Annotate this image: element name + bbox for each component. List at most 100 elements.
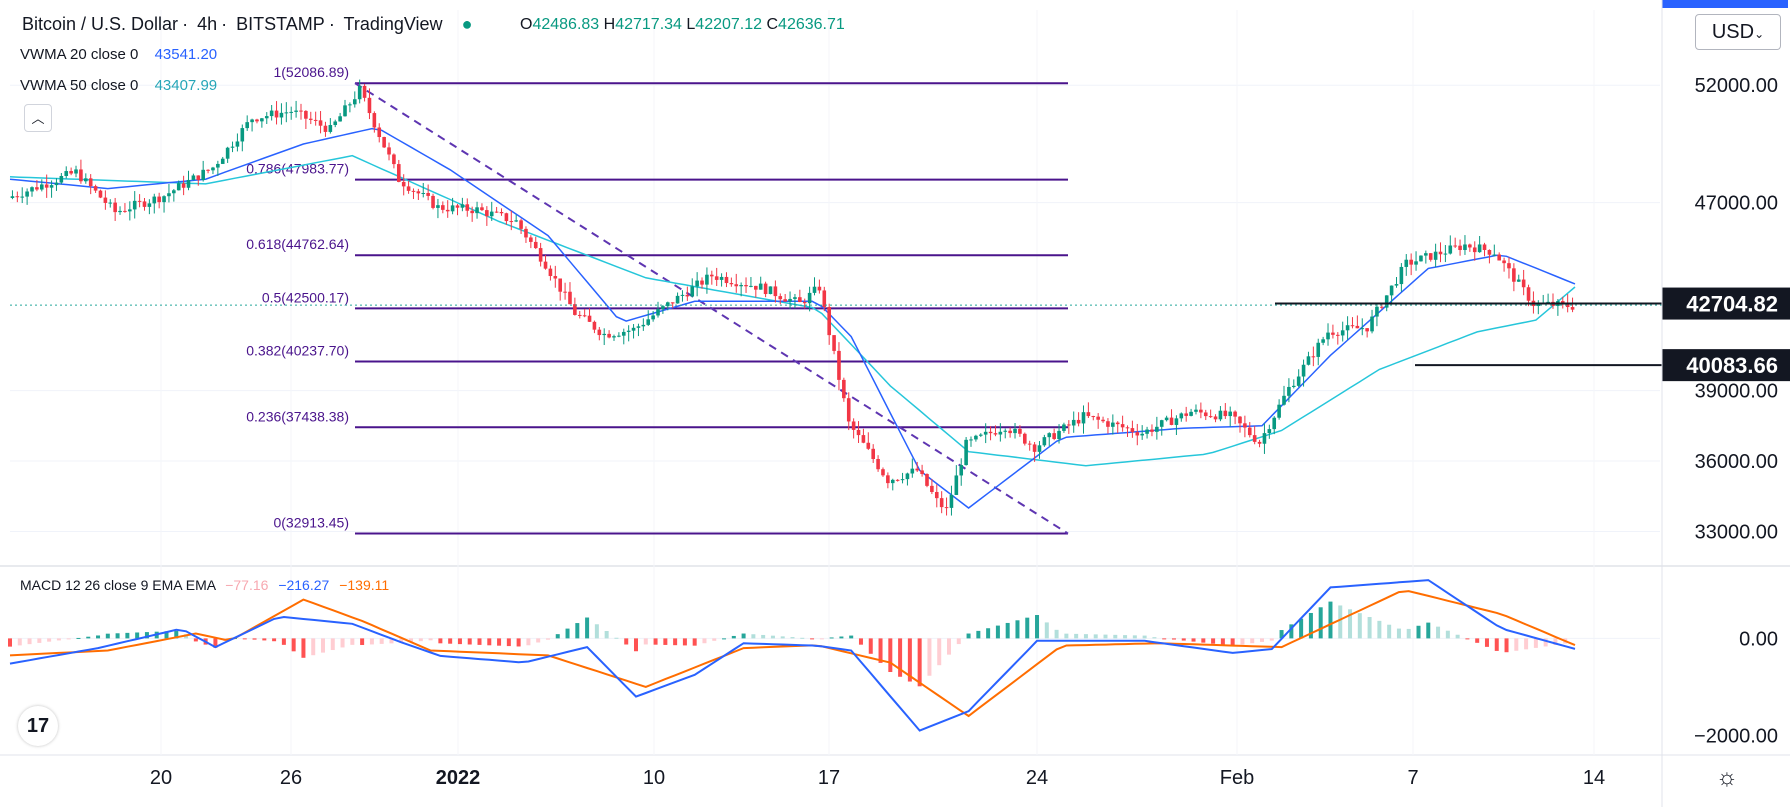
candle-body (754, 285, 758, 290)
platform: TradingView (343, 14, 443, 34)
candle-body (211, 167, 215, 171)
macd-histogram-bar (86, 636, 91, 639)
candle-body (1027, 443, 1032, 445)
time-axis[interactable]: 20 26 2022 10 17 24 Feb 7 14 (150, 767, 1605, 789)
vwma50-legend[interactable]: VWMA 50 close 0 43407.99 (20, 77, 217, 94)
candle-body (69, 171, 73, 174)
symbol-header: Bitcoin / U.S. Dollar · 4h · BITSTAMP · Tra… (22, 14, 473, 34)
vwma50-value: 43407.99 (154, 77, 218, 94)
macd-histogram-bar (252, 638, 257, 640)
candle-body (1120, 424, 1125, 428)
macd-histogram-bar (105, 633, 110, 639)
macd-histogram-bar (1211, 638, 1216, 644)
collapse-legend-button[interactable]: ︿ (24, 104, 52, 132)
candle-body (225, 147, 230, 159)
macd-pane[interactable] (8, 579, 1660, 732)
candle-body (890, 479, 895, 484)
candle-body (626, 330, 631, 332)
candle-body (255, 119, 259, 122)
macd-histogram-bar (76, 637, 81, 639)
candle-body (186, 179, 191, 188)
candle-body (504, 213, 509, 222)
fib-level-label: 0.786(47983.77) (246, 161, 349, 177)
candle-body (939, 498, 944, 508)
macd-tick-label: 0.00 (1739, 628, 1778, 650)
candle-body (832, 335, 836, 351)
candle-body (1194, 409, 1198, 412)
chevron-down-icon: ⌄ (1754, 27, 1765, 41)
candle-body (1424, 253, 1428, 256)
candle-body (577, 314, 582, 316)
macd-legend[interactable]: MACD 12 26 close 9 EMA EMA −77.16 −216.2… (20, 577, 389, 593)
candle-body (685, 294, 690, 297)
vwma20-legend[interactable]: VWMA 20 close 0 43541.20 (20, 46, 217, 63)
candle-body (974, 435, 978, 440)
candle-body (621, 331, 626, 336)
candle-body (1487, 249, 1492, 255)
fib-trend-dashed-line[interactable] (354, 82, 1069, 535)
candle-body (240, 128, 245, 142)
candle-body (700, 280, 704, 285)
macd-histogram-bar (1191, 638, 1196, 642)
candle-body (172, 190, 176, 194)
candle-body (1052, 433, 1056, 439)
candle-body (1228, 411, 1233, 417)
macd-histogram-bar (585, 617, 590, 639)
candle-body (817, 286, 822, 291)
macd-histogram-bar (1025, 617, 1030, 639)
candle-body (64, 171, 69, 176)
candle-body (1482, 244, 1487, 250)
vwma20-label: VWMA 20 close 0 (20, 46, 139, 63)
macd-histogram-bar (956, 638, 961, 645)
price-tick-label: 52000.00 (1695, 75, 1778, 97)
candle-body (362, 85, 367, 98)
macd-histogram-bar (1504, 638, 1509, 653)
candle-body (710, 274, 714, 277)
time-tick-label: 2022 (436, 767, 481, 789)
candle-body (1101, 419, 1105, 422)
macd-histogram-bar (1142, 635, 1147, 639)
candle-body (411, 190, 416, 192)
macd-histogram-bar (643, 638, 648, 645)
macd-histogram-bar (741, 633, 746, 639)
tradingview-logo-icon[interactable]: 17 (18, 706, 58, 746)
candle-body (1233, 411, 1237, 417)
candle-body (1057, 430, 1061, 439)
macd-histogram-bar (1015, 620, 1020, 639)
candle-body (137, 200, 142, 202)
candle-body (636, 326, 641, 328)
macd-histogram-bar (1465, 638, 1470, 640)
candle-body (925, 474, 929, 486)
candle-body (260, 118, 264, 122)
macd-histogram-bar (428, 638, 433, 641)
candle-body (206, 169, 210, 171)
candle-body (1296, 376, 1301, 386)
candle-body (274, 110, 279, 118)
fibonacci-retracement[interactable]: 1(52086.89) 0.786(47983.77) 0.618(44762.64… (246, 64, 1069, 535)
candle-body (597, 329, 602, 336)
candle-body (670, 302, 675, 304)
candle-body (954, 475, 959, 495)
candle-body (357, 85, 362, 100)
candle-body (235, 141, 240, 147)
currency-select[interactable]: USD⌄ (1695, 14, 1781, 50)
candle-body (1008, 430, 1012, 434)
price-label-box[interactable] (1662, 349, 1790, 382)
macd-histogram-bar (751, 634, 756, 639)
price-axis[interactable]: 52000.00 47000.00 39000.00 36000.00 33000.00… (1661, 0, 1778, 807)
macd-histogram-bar (56, 638, 61, 641)
horizontal-levels[interactable]: 42704.82 40083.66 (10, 0, 1790, 382)
macd-histogram-bar (1445, 630, 1450, 639)
price-label-box[interactable] (1662, 287, 1790, 320)
candle-body (196, 175, 201, 181)
macd-histogram-bar (986, 628, 991, 639)
settings-icon[interactable]: ☼ (1716, 764, 1738, 791)
price-label-text: 40083.66 (1686, 353, 1778, 378)
macd-histogram-bar (1484, 638, 1489, 647)
candles[interactable] (10, 79, 1575, 516)
candle-body (719, 276, 724, 280)
candle-body (460, 204, 465, 208)
candle-body (582, 315, 587, 317)
interval[interactable]: 4h (197, 14, 218, 34)
